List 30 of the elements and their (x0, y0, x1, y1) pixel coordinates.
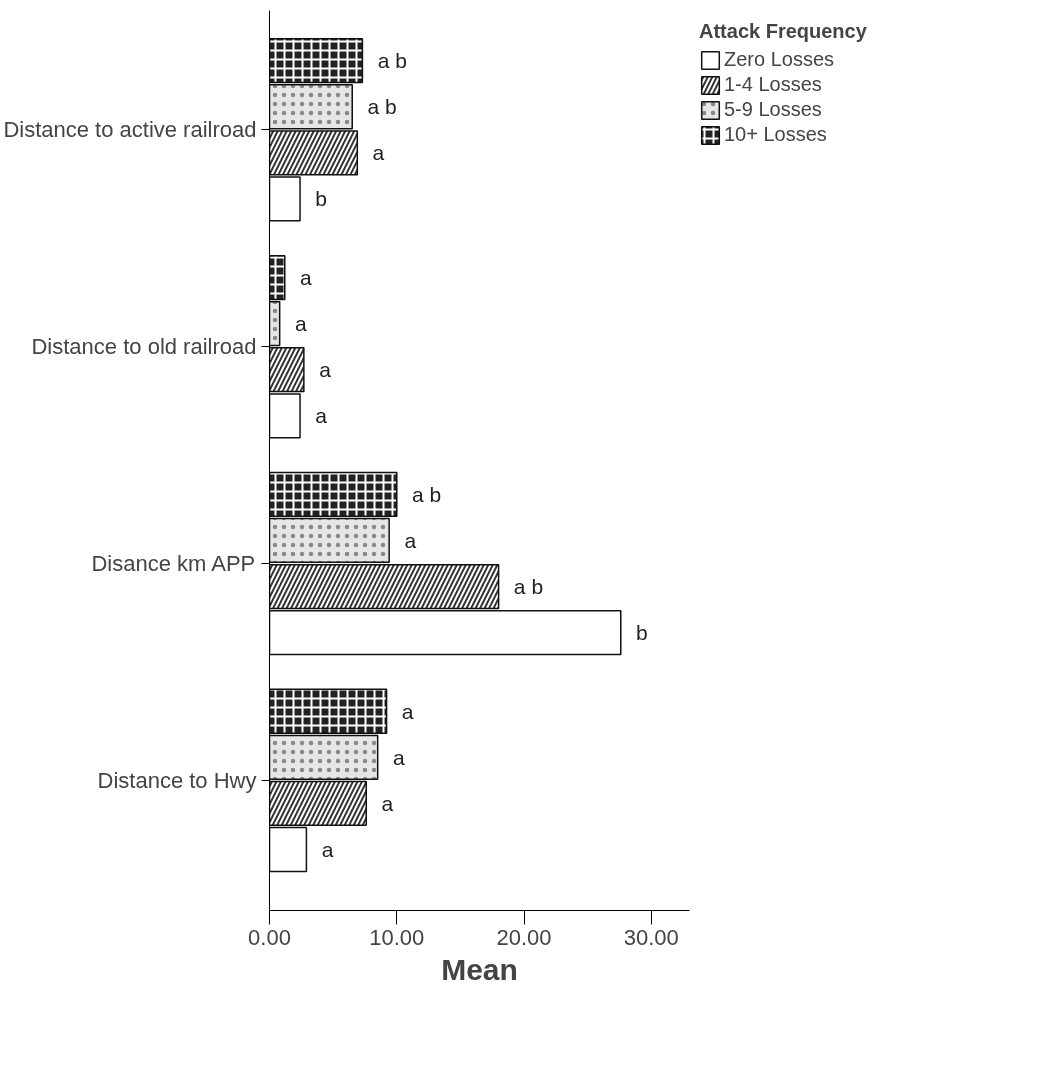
data-label: a (404, 528, 417, 552)
data-label: a b (412, 482, 442, 506)
data-label: b (636, 621, 648, 645)
y-tick-label: Distance to old railroad (31, 334, 257, 360)
x-tick-label: 20.00 (496, 924, 552, 950)
x-tick-label: 10.00 (369, 924, 425, 950)
x-axis-title: Mean (441, 952, 518, 986)
data-label: a (294, 312, 307, 336)
x-tick-label: 30.00 (623, 924, 679, 950)
data-label: a (321, 838, 334, 862)
legend-title: Attack Frequency (699, 20, 867, 43)
data-label: a b (513, 575, 544, 599)
data-label: a (319, 358, 332, 382)
data-label: a (315, 404, 328, 428)
data-label: a (401, 699, 414, 723)
data-label: a (392, 745, 405, 769)
y-tick-label: Distance to Hwy (97, 767, 257, 793)
data-label: a (372, 141, 385, 165)
data-label: a b (367, 95, 397, 119)
legend-label: Zero Losses (724, 48, 835, 71)
data-label: a (300, 266, 313, 290)
legend-label: 5-9 Losses (724, 98, 822, 121)
data-label: a b (377, 49, 407, 73)
data-label: a (381, 791, 394, 815)
data-label: b (315, 187, 328, 211)
x-tick-label: 0.00 (248, 924, 291, 950)
legend-label: 1-4 Losses (724, 73, 822, 96)
legend-label: 10+ Losses (724, 123, 827, 146)
y-tick-label: Disance km APP (91, 551, 256, 577)
y-tick-label: Distance to active railroad (3, 117, 257, 143)
